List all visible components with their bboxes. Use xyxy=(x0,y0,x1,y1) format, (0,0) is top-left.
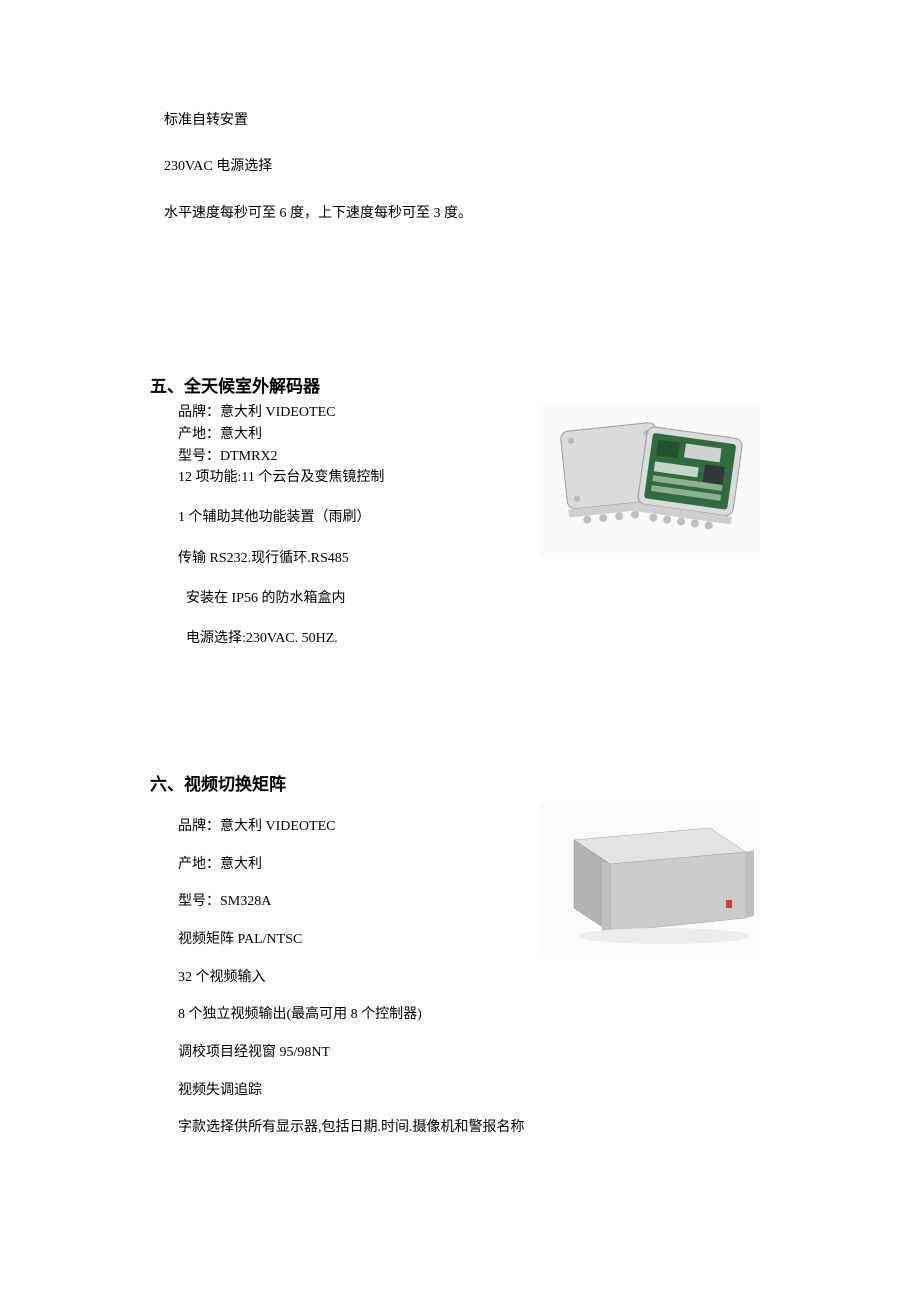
sec5-func: 12 项功能:11 个云台及变焦镜控制 xyxy=(150,467,540,489)
matrix-image xyxy=(540,804,760,954)
sec6-brand: 品牌：意大利 VIDEOTEC xyxy=(150,816,540,838)
matrix-svg xyxy=(540,804,760,954)
section5-image xyxy=(540,402,770,556)
intro-line-1: 标准自转安置 xyxy=(150,110,770,132)
sec5-power: 电源选择:230VAC. 50HZ. xyxy=(150,628,540,650)
section5-row: 品牌：意大利 VIDEOTEC 产地：意大利 型号：DTMRX2 12 项功能:… xyxy=(150,402,770,650)
sec5-trans: 传输 RS232.现行循环.RS485 xyxy=(150,548,540,570)
intro-line-2: 230VAC 电源选择 xyxy=(150,156,770,178)
sec5-install: 安装在 IP56 的防水箱盒内 xyxy=(150,588,540,610)
sec6-model: 型号：SM328A xyxy=(150,891,540,913)
sec6-track: 视频失调追踪 xyxy=(150,1080,540,1102)
sec6-outputs: 8 个独立视频输出(最高可用 8 个控制器) xyxy=(150,1004,540,1026)
sec5-brand: 品牌：意大利 VIDEOTEC xyxy=(150,402,540,424)
section6-row: 品牌：意大利 VIDEOTEC 产地：意大利 型号：SM328A 视频矩阵 PA… xyxy=(150,800,770,1155)
sec6-origin: 产地：意大利 xyxy=(150,854,540,876)
section5-text: 品牌：意大利 VIDEOTEC 产地：意大利 型号：DTMRX2 12 项功能:… xyxy=(150,402,540,650)
section6-image xyxy=(540,800,770,954)
section6-text: 品牌：意大利 VIDEOTEC 产地：意大利 型号：SM328A 视频矩阵 PA… xyxy=(150,800,540,1155)
decoder-svg xyxy=(540,406,760,556)
section5-heading: 五、全天候室外解码器 xyxy=(150,373,770,400)
sec6-matrix: 视频矩阵 PAL/NTSC xyxy=(150,929,540,951)
decoder-image xyxy=(540,406,760,556)
section6-heading: 六、视频切换矩阵 xyxy=(150,771,770,798)
sec6-fonts: 字款选择供所有显示器,包括日期.时间.摄像机和警报名称 xyxy=(150,1117,540,1139)
sec5-model: 型号：DTMRX2 xyxy=(150,446,540,468)
sec6-inputs: 32 个视频输入 xyxy=(150,967,540,989)
sec5-origin: 产地：意大利 xyxy=(150,424,540,446)
intro-line-3: 水平速度每秒可至 6 度，上下速度每秒可至 3 度。 xyxy=(150,203,770,225)
sec5-aux: 1 个辅助其他功能装置（雨刷） xyxy=(150,507,540,529)
sec6-calib: 调校项目经视窗 95/98NT xyxy=(150,1042,540,1064)
